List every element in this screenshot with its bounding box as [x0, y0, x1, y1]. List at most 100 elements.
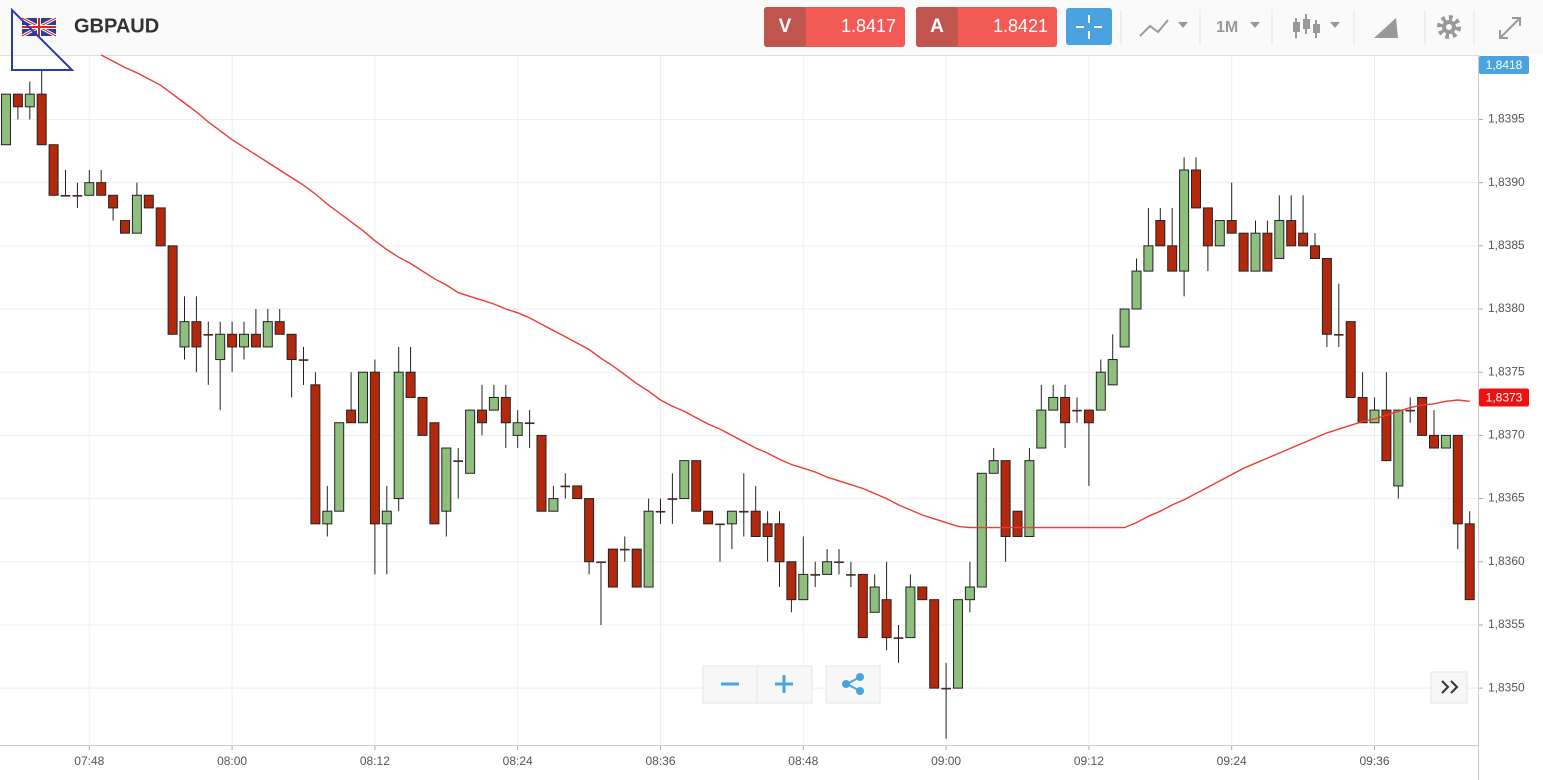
- candle-body: [250, 333, 261, 348]
- x-tick-label: 09:24: [1217, 754, 1247, 768]
- candle-body: [417, 396, 428, 436]
- candle-body: [286, 333, 297, 361]
- sell-label: V: [779, 16, 792, 37]
- candle-body: [48, 144, 59, 196]
- candle-body: [893, 637, 904, 639]
- zoom-in[interactable]: [756, 665, 813, 704]
- candle-body: [477, 409, 487, 424]
- candle-body: [262, 321, 273, 348]
- time-axis-panel: [0, 745, 1478, 780]
- candle-body: [1000, 460, 1011, 537]
- candle-body: [322, 510, 333, 525]
- candle-body: [976, 472, 987, 588]
- candle-body: [596, 561, 606, 564]
- candle-body: [822, 561, 833, 575]
- candle-body: [358, 371, 368, 424]
- candle-body: [227, 333, 238, 348]
- candle-body: [810, 574, 821, 576]
- candle-body: [1131, 270, 1142, 310]
- candle-body: [1143, 245, 1154, 272]
- axis-panel: [1478, 55, 1543, 780]
- price-tag: [1479, 56, 1529, 74]
- candle-body: [72, 194, 83, 197]
- indicator-button[interactable]: [1139, 19, 1188, 37]
- y-tick-label: 1,8390: [1488, 175, 1525, 189]
- candle-body: [96, 182, 107, 196]
- buy-label: A: [930, 16, 944, 37]
- price-tag-label: 1,8418: [1486, 58, 1523, 72]
- y-tick-label: 1,8365: [1488, 491, 1525, 505]
- candle-body: [1167, 245, 1178, 272]
- candle-body: [441, 447, 452, 512]
- candle-body: [393, 371, 404, 500]
- candle-body: [215, 333, 226, 361]
- price-tag-label: 1,8373: [1486, 391, 1523, 405]
- candle-body: [1464, 523, 1475, 601]
- candle-body: [120, 220, 130, 234]
- candle-body: [12, 93, 23, 108]
- candle-body: [988, 460, 999, 474]
- timeframe: 1M: [1216, 19, 1238, 36]
- buy-button[interactable]: A 1.8421: [916, 7, 1057, 47]
- crosshair-button[interactable]: [1066, 8, 1112, 45]
- candle-body: [1357, 396, 1368, 424]
- drawing-triangle: [11, 7, 75, 71]
- candle-body: [334, 422, 345, 512]
- scroll-right-button[interactable]: [1430, 671, 1468, 704]
- candle-body: [155, 207, 166, 247]
- candle-body: [108, 194, 119, 209]
- candle-body: [346, 409, 357, 424]
- candle-body: [1452, 434, 1463, 525]
- candle-body: [1214, 220, 1225, 247]
- candle-body: [834, 561, 844, 564]
- candle-body: [560, 485, 571, 488]
- zoom-out[interactable]: [702, 665, 758, 704]
- share-button[interactable]: [825, 665, 881, 704]
- candle-body: [1334, 333, 1344, 336]
- candle-body: [607, 548, 618, 588]
- buy-price: 1.8421: [993, 16, 1048, 36]
- candle-body: [179, 321, 190, 348]
- y-tick-label: 1,8355: [1488, 617, 1525, 631]
- candle-body: [1405, 409, 1415, 412]
- candle-body: [1060, 396, 1071, 424]
- candle-body: [1012, 510, 1023, 537]
- candle-body: [917, 586, 928, 601]
- candle-body: [1250, 232, 1261, 272]
- candle-body: [1298, 232, 1309, 247]
- candle-body: [941, 687, 951, 690]
- candle-body: [84, 182, 95, 196]
- candle-body: [964, 586, 975, 601]
- candle-body: [953, 599, 963, 689]
- sell-price: 1.8417: [841, 16, 896, 36]
- settings-button[interactable]: [1437, 15, 1461, 39]
- y-tick-label: 1,8375: [1488, 364, 1525, 378]
- candle-body: [1191, 169, 1201, 209]
- sell-button[interactable]: V 1.8417: [764, 7, 905, 47]
- x-tick-label: 07:48: [74, 754, 104, 768]
- candle-body: [1262, 232, 1273, 272]
- candle-body: [1345, 321, 1356, 398]
- candle-body: [1119, 308, 1130, 348]
- candle-body: [1310, 245, 1320, 259]
- candle-body: [1036, 409, 1047, 449]
- chart-type-button[interactable]: [1293, 14, 1340, 38]
- timeframe-button[interactable]: 1M: [1216, 19, 1260, 36]
- y-tick-label: 1,8395: [1488, 112, 1525, 126]
- candle-body: [846, 574, 856, 576]
- candle-body: [191, 321, 202, 348]
- x-tick-label: 09:12: [1074, 754, 1104, 768]
- candle-body: [679, 460, 690, 500]
- candle-body: [1381, 409, 1392, 462]
- y-tick-label: 1,8370: [1488, 428, 1525, 442]
- fullscreen-button[interactable]: [1499, 17, 1521, 39]
- candle-body: [1321, 257, 1332, 335]
- candle-body: [655, 510, 666, 513]
- drawing-button[interactable]: [1374, 18, 1398, 38]
- candle-body: [584, 498, 595, 563]
- candle-body: [643, 510, 654, 588]
- candle-body: [774, 523, 785, 563]
- candle-body: [60, 194, 71, 197]
- candle-body: [1393, 409, 1404, 487]
